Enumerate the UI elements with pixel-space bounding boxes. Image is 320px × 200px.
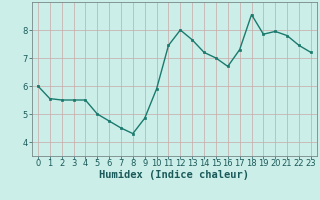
X-axis label: Humidex (Indice chaleur): Humidex (Indice chaleur) bbox=[100, 170, 249, 180]
